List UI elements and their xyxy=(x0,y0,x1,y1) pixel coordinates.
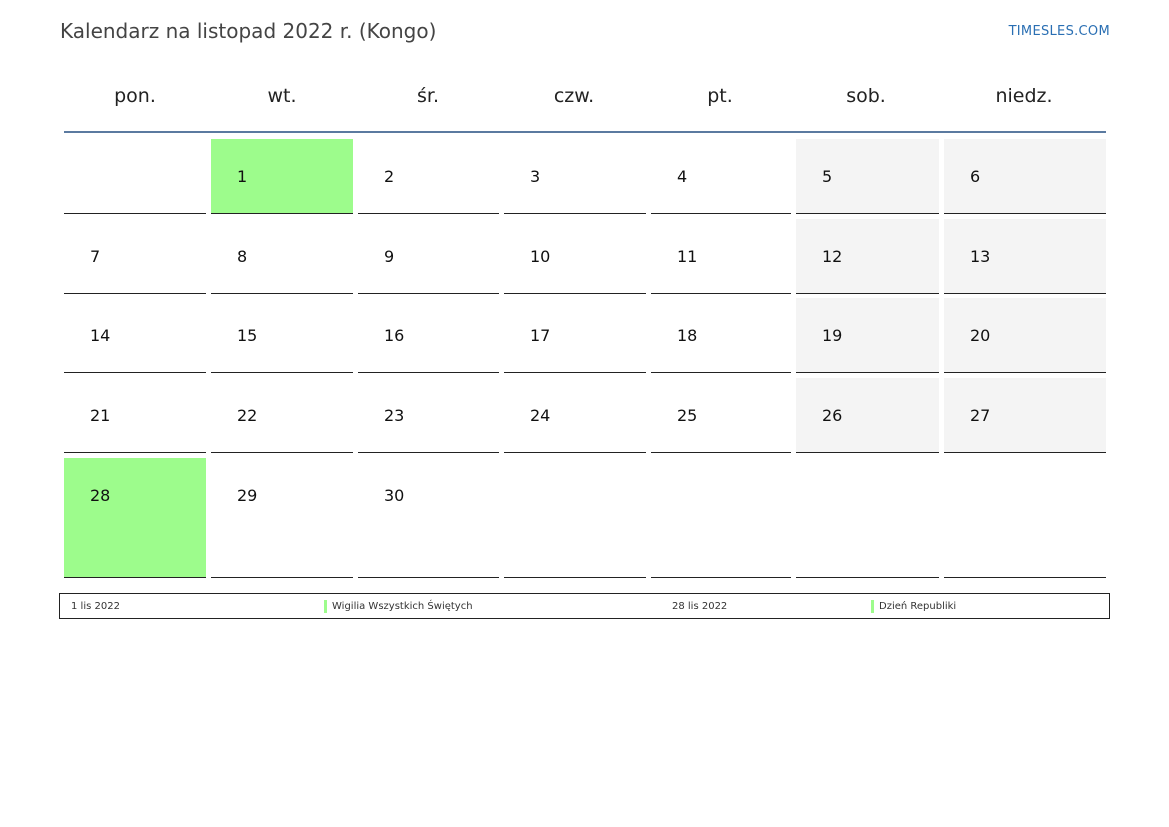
day-number: 26 xyxy=(822,406,843,425)
day-number: 16 xyxy=(384,326,405,345)
header-divider xyxy=(64,131,1106,133)
legend-holiday-name-1: Wigilia Wszystkich Świętych xyxy=(332,601,473,612)
day-cell[interactable]: 19 xyxy=(796,298,939,373)
day-cell[interactable]: 15 xyxy=(211,298,353,373)
day-number: 17 xyxy=(530,326,551,345)
day-number: 13 xyxy=(970,247,991,266)
day-number: 19 xyxy=(822,326,843,345)
day-number: 12 xyxy=(822,247,843,266)
empty-day-cell xyxy=(944,458,1106,578)
day-cell[interactable]: 27 xyxy=(944,378,1106,453)
page-title: Kalendarz na listopad 2022 r. (Kongo) xyxy=(60,19,437,43)
weekday-label: wt. xyxy=(267,85,297,107)
weekday-label: pon. xyxy=(114,85,156,107)
day-number: 27 xyxy=(970,406,991,425)
holiday-legend: 1 lis 2022 Wigilia Wszystkich Świętych 2… xyxy=(59,593,1110,619)
legend-color-marker xyxy=(324,600,327,613)
day-cell[interactable]: 25 xyxy=(651,378,791,453)
day-number: 25 xyxy=(677,406,698,425)
day-cell[interactable]: 9 xyxy=(358,219,499,294)
day-number: 9 xyxy=(384,247,395,266)
day-number: 10 xyxy=(530,247,551,266)
day-cell[interactable]: 20 xyxy=(944,298,1106,373)
day-cell[interactable]: 29 xyxy=(211,458,353,578)
day-cell[interactable]: 8 xyxy=(211,219,353,294)
day-cell[interactable]: 17 xyxy=(504,298,646,373)
day-cell[interactable]: 14 xyxy=(64,298,206,373)
day-cell[interactable]: 11 xyxy=(651,219,791,294)
day-cell[interactable]: 12 xyxy=(796,219,939,294)
day-cell[interactable]: 16 xyxy=(358,298,499,373)
day-number: 7 xyxy=(90,247,101,266)
day-number: 11 xyxy=(677,247,698,266)
day-number: 29 xyxy=(237,486,258,505)
weekday-label: czw. xyxy=(553,85,595,107)
day-cell[interactable]: 26 xyxy=(796,378,939,453)
weekday-label: niedz. xyxy=(995,85,1053,107)
day-cell[interactable]: 13 xyxy=(944,219,1106,294)
legend-holiday-name-2: Dzień Republiki xyxy=(879,601,957,612)
legend-date-2: 28 lis 2022 xyxy=(672,601,728,612)
day-cell[interactable]: 3 xyxy=(504,139,646,214)
day-number: 5 xyxy=(822,167,833,186)
day-cell[interactable]: 7 xyxy=(64,219,206,294)
day-number: 23 xyxy=(384,406,405,425)
day-number: 28 xyxy=(90,486,111,505)
day-number: 8 xyxy=(237,247,248,266)
day-cell[interactable]: 28 xyxy=(64,458,206,578)
day-number: 21 xyxy=(90,406,111,425)
day-cell[interactable]: 22 xyxy=(211,378,353,453)
legend-date-1: 1 lis 2022 xyxy=(71,601,120,612)
day-cell[interactable]: 2 xyxy=(358,139,499,214)
brand-link[interactable]: TIMESLES.COM xyxy=(1008,24,1110,39)
day-number: 15 xyxy=(237,326,258,345)
day-number: 14 xyxy=(90,326,111,345)
day-cell[interactable]: 5 xyxy=(796,139,939,214)
day-cell[interactable]: 10 xyxy=(504,219,646,294)
day-number: 3 xyxy=(530,167,541,186)
empty-day-cell xyxy=(796,458,939,578)
day-cell[interactable]: 1 xyxy=(211,139,353,214)
day-number: 18 xyxy=(677,326,698,345)
weekday-label: sob. xyxy=(846,85,886,107)
weekday-label: śr. xyxy=(416,85,439,107)
day-cell[interactable]: 21 xyxy=(64,378,206,453)
day-number: 1 xyxy=(237,167,248,186)
day-number: 30 xyxy=(384,486,405,505)
empty-day-cell xyxy=(651,458,791,578)
day-number: 22 xyxy=(237,406,258,425)
empty-day-cell xyxy=(504,458,646,578)
day-number: 24 xyxy=(530,406,551,425)
day-number: 6 xyxy=(970,167,981,186)
day-cell[interactable]: 23 xyxy=(358,378,499,453)
day-cell[interactable]: 6 xyxy=(944,139,1106,214)
day-number: 4 xyxy=(677,167,688,186)
day-cell[interactable]: 18 xyxy=(651,298,791,373)
day-cell[interactable]: 24 xyxy=(504,378,646,453)
day-cell[interactable]: 30 xyxy=(358,458,499,578)
day-number: 20 xyxy=(970,326,991,345)
day-cell[interactable]: 4 xyxy=(651,139,791,214)
day-number: 2 xyxy=(384,167,395,186)
legend-color-marker xyxy=(871,600,874,613)
weekday-label: pt. xyxy=(707,85,733,107)
empty-day-cell xyxy=(64,139,206,214)
